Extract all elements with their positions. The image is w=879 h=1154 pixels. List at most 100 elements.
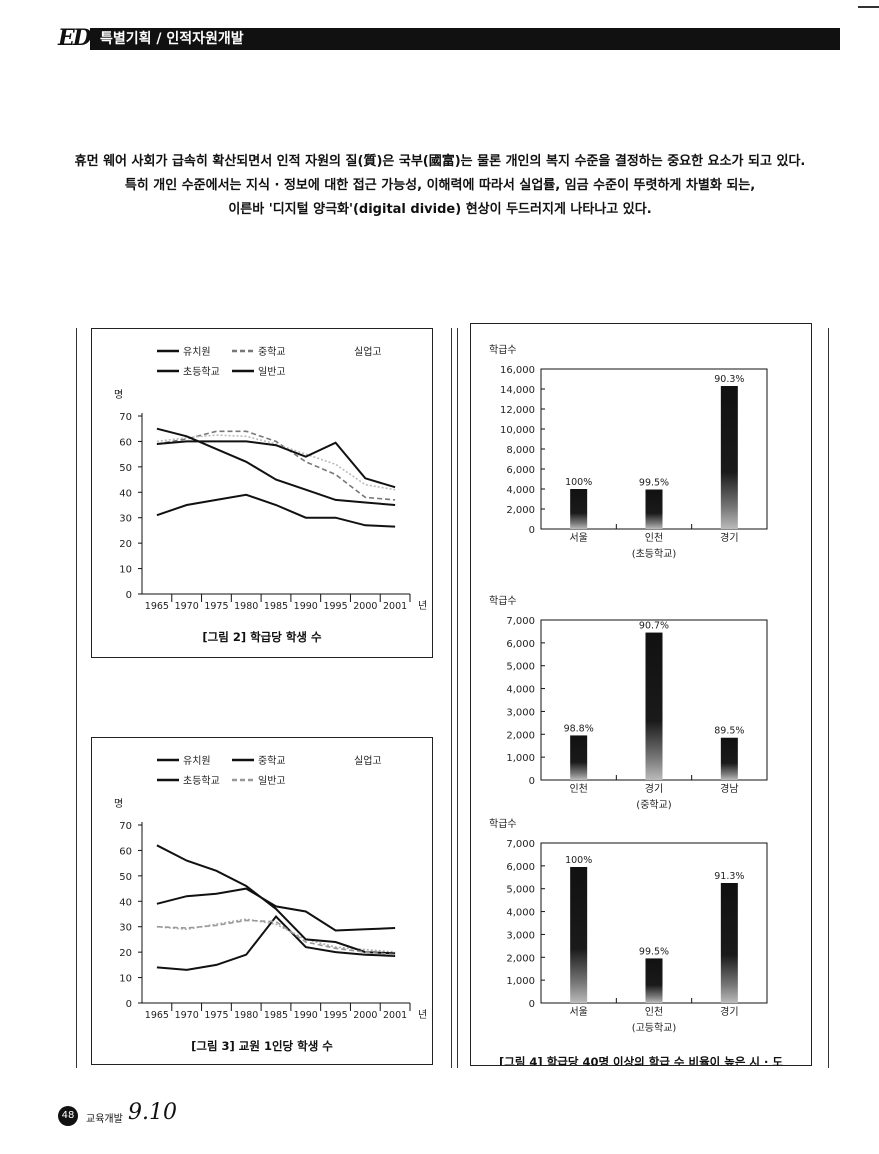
y-tick-label: 30: [119, 514, 132, 525]
column-rule-mid-2: [457, 328, 458, 1068]
y-tick-label: 70: [119, 412, 132, 423]
legend-label: 실업고: [354, 754, 382, 767]
bar-인천: [645, 489, 663, 529]
series-line-실업고: [156, 918, 396, 953]
x-tick-label: 2001: [383, 601, 407, 612]
series-line-유치원: [156, 493, 396, 528]
y-tick-label: 2,000: [506, 953, 535, 964]
y-tick-label: 5,000: [506, 885, 535, 896]
x-tick-label: 1990: [294, 601, 318, 612]
x-axis-unit: 년: [418, 1009, 427, 1021]
x-tick-label: 경기: [645, 782, 663, 795]
y-tick-label: 0: [529, 525, 535, 536]
x-tick-label: 1995: [323, 601, 347, 612]
figure-caption: [그림 3] 교원 1인당 학생 수: [191, 1039, 333, 1053]
bar-value-label: 90.3%: [714, 374, 744, 385]
intro-line-3: 이른바 '디지털 양극화'(digital divide) 현상이 두드러지게 …: [228, 202, 652, 217]
legend-label: 중학교: [258, 346, 286, 358]
column-rule-left: [76, 328, 77, 1068]
bar-경기: [720, 883, 738, 1003]
bar-value-label: 99.5%: [639, 478, 669, 489]
series-line-초등학교: [156, 844, 396, 955]
bar-value-label: 90.7%: [639, 621, 669, 632]
intro-line-2: 특히 개인 수준에서는 지식 · 정보에 대한 접근 가능성, 이해력에 따라서…: [124, 178, 756, 193]
series-line-일반고: [156, 440, 396, 489]
y-tick-label: 5,000: [506, 662, 535, 673]
magazine-name: 교육개발: [86, 1114, 123, 1125]
y-tick-label: 10,000: [500, 425, 535, 436]
x-tick-label: 1980: [234, 601, 258, 612]
bar-경기: [720, 386, 738, 529]
y-tick-label: 14,000: [500, 385, 535, 396]
y-tick-label: 6,000: [506, 862, 535, 873]
page-number: 48: [58, 1106, 78, 1126]
bar-value-label: 98.8%: [564, 723, 594, 734]
y-tick-label: 20: [119, 948, 132, 959]
x-tick-label: 1980: [234, 1010, 258, 1021]
x-tick-label: 인천: [569, 783, 587, 795]
bar-경기: [645, 632, 663, 780]
x-tick-label: 서울: [569, 1006, 587, 1018]
legend-label: 초등학교: [183, 775, 220, 787]
x-axis-unit: 년: [418, 600, 427, 612]
y-tick-label: 1,000: [506, 976, 535, 987]
y-tick-label: 0: [126, 590, 132, 601]
y-tick-label: 3,000: [506, 707, 535, 718]
bar-서울: [570, 489, 588, 529]
y-tick-label: 8,000: [506, 445, 535, 456]
y-tick-label: 6,000: [506, 639, 535, 650]
legend-label: 유치원: [183, 346, 211, 358]
y-tick-label: 30: [119, 923, 132, 934]
y-tick-label: 4,000: [506, 908, 535, 919]
bar-서울: [570, 867, 588, 1003]
x-tick-label: 경기: [720, 1005, 738, 1018]
figure-caption: [그림 4] 학급당 40명 이상의 학급 수 비율이 높은 시 · 도: [499, 1055, 783, 1065]
x-tick-label: 1975: [204, 1010, 228, 1021]
y-tick-label: 60: [119, 846, 132, 857]
x-tick-label: 인천: [645, 532, 663, 544]
y-tick-label: 16,000: [500, 365, 535, 376]
y-tick-label: 3,000: [506, 930, 535, 941]
chart-subtitle: (중학교): [636, 799, 672, 811]
y-axis-unit: 명: [114, 389, 123, 401]
x-tick-label: 경남: [720, 782, 738, 795]
y-tick-label: 10: [119, 565, 132, 576]
series-line-실업고: [156, 434, 396, 491]
column-rule-right: [828, 328, 829, 1068]
series-line-유치원: [156, 914, 396, 971]
y-tick-label: 6,000: [506, 465, 535, 476]
intro-text: 휴먼 웨어 사회가 급속히 확산되면서 인적 자원의 질(質)은 국부(國富)는…: [60, 150, 820, 222]
section-title: 특별기획 / 인적자원개발: [100, 31, 244, 47]
legend-label: 일반고: [258, 775, 286, 787]
bar-인천: [570, 735, 588, 780]
magazine-logo: ED: [58, 25, 92, 51]
x-tick-label: 1985: [264, 601, 288, 612]
x-tick-label: 서울: [569, 532, 587, 544]
intro-line-1: 휴먼 웨어 사회가 급속히 확산되면서 인적 자원의 질(質)은 국부(國富)는…: [74, 154, 806, 169]
column-rule-mid-1: [451, 328, 452, 1068]
y-axis-unit: 명: [114, 798, 123, 810]
corner-mark: [858, 6, 879, 8]
chart-subtitle: (초등학교): [632, 548, 677, 560]
legend-label: 중학교: [258, 755, 286, 767]
y-axis-title: 학급수: [489, 818, 517, 830]
y-tick-label: 60: [119, 437, 132, 448]
y-tick-label: 2,000: [506, 730, 535, 741]
y-tick-label: 50: [119, 463, 132, 474]
legend-label: 일반고: [258, 366, 286, 378]
y-tick-label: 12,000: [500, 405, 535, 416]
figure-caption: [그림 2] 학급당 학생 수: [202, 630, 322, 644]
figure-4-chart: 학급수 0 2,000 4,000 6,000 8,000 10,000 12,000 14,0…: [489, 344, 783, 1069]
x-tick-label: 1995: [323, 1010, 347, 1021]
x-tick-label: 경기: [720, 531, 738, 544]
y-tick-label: 10: [119, 974, 132, 985]
y-tick-label: 0: [529, 999, 535, 1010]
x-tick-label: 인천: [645, 1006, 663, 1018]
y-tick-label: 7,000: [506, 839, 535, 850]
issue-number: 9.10: [128, 1100, 177, 1125]
x-tick-label: 2001: [383, 1010, 407, 1021]
bar-value-label: 99.5%: [639, 946, 669, 957]
chart-subtitle: (고등학교): [632, 1022, 677, 1034]
